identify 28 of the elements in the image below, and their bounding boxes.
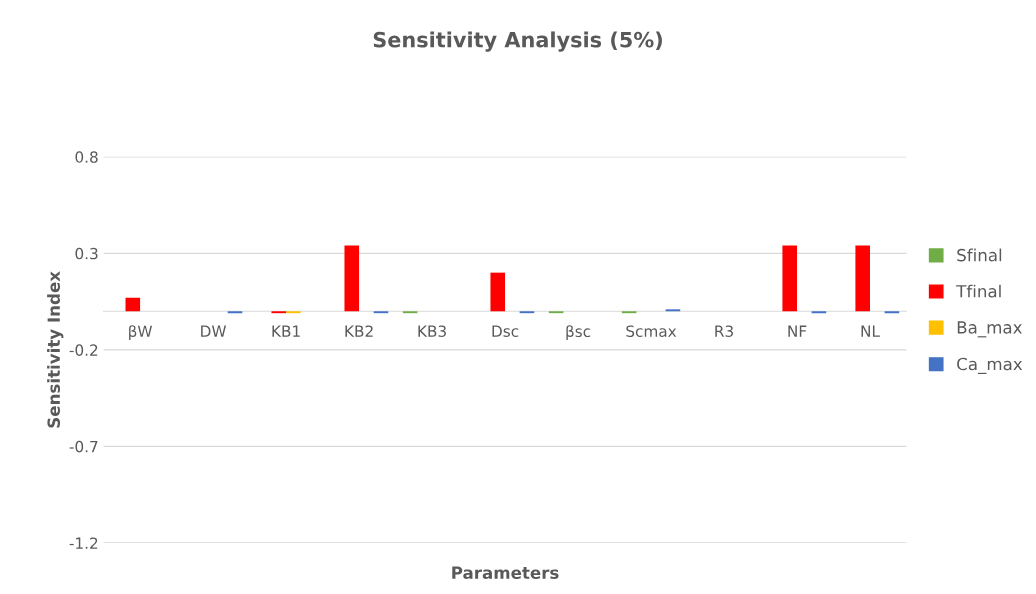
x-tick-label: NL [861,325,880,337]
bar [344,245,360,312]
legend-label: Ba_max [957,321,1022,338]
x-tick-label: KB3 [418,325,446,337]
y-tick-label: -1.2 [69,537,98,549]
legend-label: Tfinal [956,284,1001,298]
x-tick-label: R3 [715,325,733,337]
x-tick-label: βW [129,325,153,341]
bar [855,245,870,312]
bar [490,272,506,312]
x-tick-label: NF [788,325,807,337]
x-tick-label: DW [201,325,227,337]
x-tick-label: Dsc [492,325,519,337]
chart-title: Sensitivity Analysis (5%) [373,31,662,52]
bar [782,245,798,312]
x-tick-label: βsc [566,325,591,341]
x-tick-label: KB2 [345,325,373,337]
y-axis-title: Sensitivity Index [47,271,64,428]
y-tick-label: 0.8 [75,151,98,163]
bar [125,297,141,312]
x-tick-label: KB1 [272,325,300,337]
legend-label: Sfinal [957,248,1002,262]
x-tick-label: Scmax [626,325,677,337]
x-axis-title: Parameters [452,566,559,579]
legend-label: Ca_max [957,357,1023,374]
y-tick-label: -0.7 [69,440,98,453]
y-tick-label: 0.3 [75,247,98,260]
y-tick-label: -0.2 [69,344,98,356]
